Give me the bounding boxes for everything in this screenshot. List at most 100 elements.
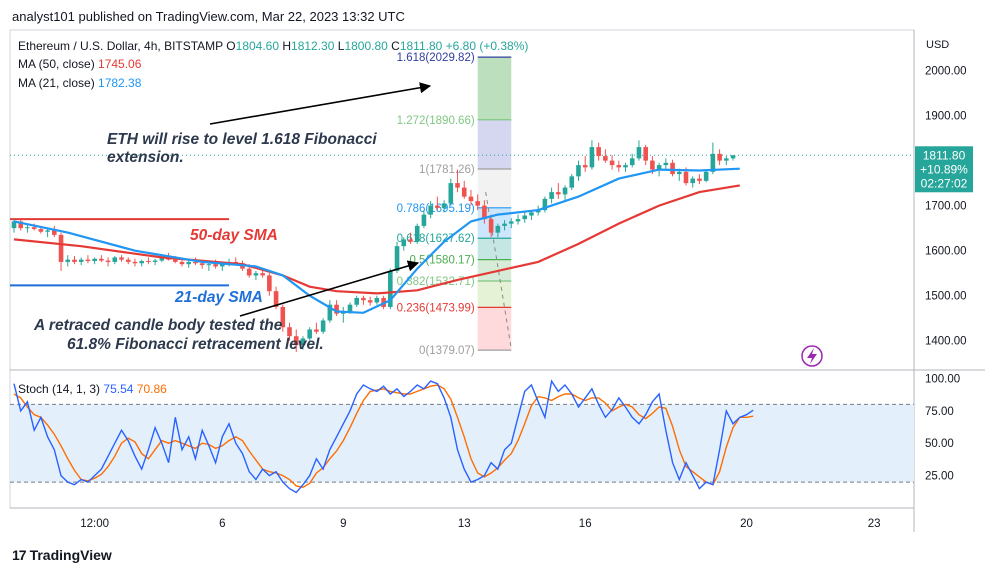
candle	[334, 300, 339, 316]
candle-body	[542, 198, 548, 211]
candle	[105, 257, 111, 267]
sma21-label: 21-day SMA	[174, 289, 263, 306]
candle-body	[730, 155, 736, 159]
candle-body	[186, 261, 192, 265]
candle-body	[92, 258, 97, 262]
candle	[488, 214, 494, 238]
candle-body	[468, 196, 474, 202]
candle-body	[676, 171, 682, 175]
candle	[596, 142, 601, 161]
candle-body	[334, 304, 339, 314]
candle-body	[320, 320, 326, 332]
candle-body	[636, 147, 642, 159]
candle	[582, 156, 588, 172]
candle-body	[421, 214, 427, 226]
stoch-tick-label: 75.00	[925, 406, 954, 418]
candle-body	[703, 171, 709, 181]
publisher-header: analyst101 published on TradingView.com,…	[12, 9, 405, 24]
candle-body	[52, 230, 57, 235]
stoch-legend: Stoch (14, 1, 3) 75.54 70.86	[18, 382, 167, 396]
candle-body	[596, 147, 601, 157]
tradingview-logo[interactable]: 17 TradingView	[12, 547, 112, 563]
candle	[112, 256, 118, 265]
price-tick-label: 2000.00	[925, 66, 967, 78]
time-tick-label: 20	[740, 518, 753, 530]
fib-zone	[477, 307, 512, 351]
fib-level-label: 0.5(1580.17)	[409, 255, 474, 267]
candle-body	[515, 219, 521, 222]
candle	[25, 224, 30, 233]
candle-body	[461, 187, 467, 197]
candle	[508, 218, 514, 229]
candle	[603, 149, 608, 163]
candle-body	[31, 227, 37, 230]
fib-extension-note: extension.	[107, 149, 184, 166]
candle-body	[388, 270, 393, 307]
candle	[85, 255, 91, 264]
candle-body	[710, 153, 716, 172]
candle	[663, 158, 669, 170]
candle	[724, 156, 729, 166]
stoch-band	[10, 404, 914, 483]
candle-body	[683, 171, 689, 184]
ohlc-high: 1812.30	[291, 39, 338, 53]
candle	[461, 180, 467, 199]
candle	[428, 201, 433, 219]
candle-body	[401, 239, 407, 247]
candle-body	[374, 297, 380, 303]
ma21-line	[13, 167, 740, 314]
candle	[65, 255, 71, 267]
candle	[435, 196, 440, 211]
candle	[159, 255, 165, 262]
ma21-value: 1782.38	[98, 76, 142, 90]
candle-body	[690, 178, 696, 184]
candle-body	[18, 221, 24, 229]
candle	[300, 336, 306, 350]
candle-body	[656, 165, 662, 170]
candle-body	[300, 338, 306, 346]
candle	[58, 232, 64, 271]
candle	[549, 187, 554, 204]
candle-body	[179, 261, 185, 265]
candle-body	[105, 260, 111, 262]
candle	[374, 295, 380, 305]
candle	[495, 223, 501, 238]
candle	[408, 232, 413, 244]
price-tick-label: 1600.00	[925, 246, 967, 258]
candle	[576, 160, 581, 181]
price-tick-label: 1500.00	[925, 291, 967, 303]
candle-body	[159, 257, 165, 261]
candle	[556, 183, 561, 199]
candle-body	[535, 210, 541, 213]
candle-body	[11, 221, 17, 229]
candle	[455, 169, 460, 193]
candle-body	[488, 219, 494, 233]
candle	[52, 225, 57, 238]
candle-body	[213, 264, 218, 267]
candle-body	[650, 160, 655, 170]
candle-body	[354, 297, 360, 305]
candle	[99, 255, 104, 262]
candle-body	[72, 259, 77, 262]
candle	[139, 259, 144, 267]
candle-body	[562, 187, 568, 195]
axis-currency-label: USD	[926, 39, 949, 51]
time-tick-label: 13	[458, 518, 471, 530]
time-tick-label: 6	[219, 518, 225, 530]
candle	[502, 220, 507, 231]
arrow-to-retracement	[239, 260, 420, 317]
price-tick-label: 1700.00	[925, 201, 967, 213]
candle	[441, 200, 447, 213]
fib-level-label: 0.236(1473.99)	[397, 302, 475, 314]
candle-body	[152, 260, 158, 262]
fib-level-label: 1.618(2029.82)	[397, 52, 475, 64]
price-tick-label: 1400.00	[925, 336, 967, 348]
candle	[394, 241, 400, 274]
candle-body	[327, 304, 333, 321]
fib-zone	[477, 57, 512, 120]
candle-body	[65, 259, 71, 262]
tradingview-logo-text: TradingView	[29, 547, 112, 563]
candle-body	[119, 257, 124, 260]
candle-body	[623, 165, 628, 168]
